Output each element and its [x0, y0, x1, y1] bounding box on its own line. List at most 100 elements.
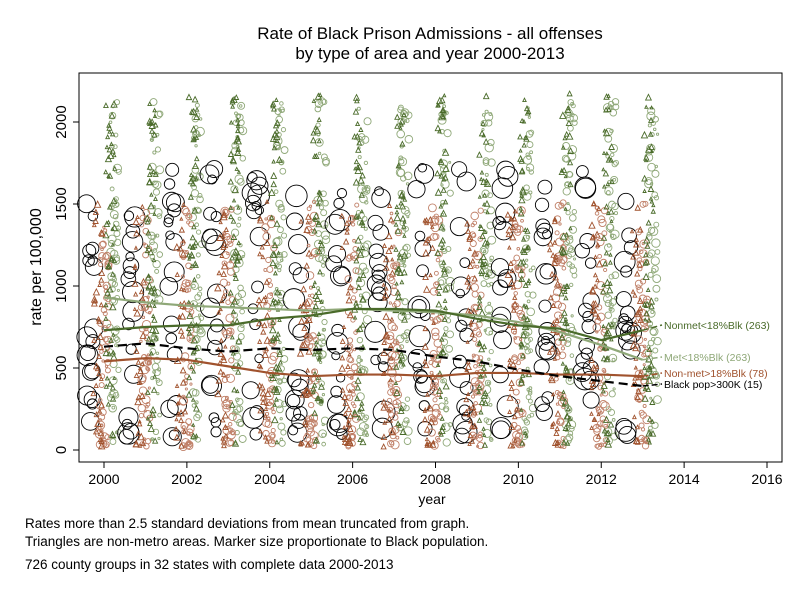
scatter-point — [490, 258, 510, 277]
scatter-point — [155, 299, 159, 303]
scatter-point — [267, 355, 277, 365]
scatter-point — [92, 427, 100, 435]
scatter-point — [634, 369, 644, 379]
scatter-point — [108, 111, 116, 119]
scatter-point — [138, 288, 145, 295]
scatter-point — [524, 315, 531, 323]
scatter-point — [600, 234, 608, 241]
scatter-point — [273, 396, 279, 402]
scatter-point — [93, 411, 100, 418]
scatter-point — [604, 440, 613, 448]
scatter-point — [107, 151, 115, 159]
scatter-point — [442, 93, 447, 98]
scatter-point — [315, 373, 322, 380]
scatter-point — [389, 211, 394, 216]
scatter-point — [560, 439, 568, 446]
scatter-point — [438, 223, 446, 231]
scatter-point — [318, 205, 324, 211]
scatter-point — [236, 405, 244, 413]
scatter-point — [155, 379, 163, 387]
scatter-point — [593, 427, 601, 435]
scatter-point — [361, 215, 368, 222]
scatter-point — [311, 368, 319, 376]
scatter-point — [185, 325, 192, 331]
scatter-point — [397, 117, 406, 126]
scatter-point — [199, 164, 220, 185]
scatter-point — [380, 433, 388, 440]
scatter-point — [561, 389, 566, 394]
scatter-point — [439, 245, 445, 251]
scatter-point — [513, 336, 518, 340]
scatter-point — [396, 253, 404, 261]
scatter-point — [106, 350, 112, 357]
scatter-point — [440, 113, 447, 120]
scatter-point — [137, 367, 144, 374]
scatter-point — [505, 225, 513, 234]
scatter-point — [608, 143, 615, 150]
scatter-point — [512, 388, 520, 396]
scatter-point — [422, 361, 430, 369]
scatter-point — [296, 349, 305, 357]
scatter-point — [191, 206, 199, 214]
scatter-point — [605, 190, 611, 196]
scatter-point — [486, 221, 495, 230]
scatter-point — [228, 119, 234, 125]
scatter-point — [529, 150, 534, 155]
scatter-point — [427, 414, 436, 422]
scatter-point — [179, 332, 186, 339]
scatter-point — [288, 262, 302, 276]
scatter-point — [397, 358, 403, 364]
scatter-point — [641, 352, 646, 358]
scatter-point — [438, 360, 442, 364]
scatter-point — [109, 141, 114, 146]
scatter-point — [107, 380, 114, 387]
scatter-point — [344, 219, 350, 226]
scatter-point — [145, 335, 152, 342]
scatter-point — [478, 129, 486, 137]
scatter-point — [269, 325, 277, 334]
scatter-point — [520, 236, 527, 242]
scatter-point — [386, 202, 393, 208]
scatter-point — [108, 204, 115, 211]
scatter-point — [215, 376, 223, 384]
scatter-point — [277, 290, 283, 296]
scatter-point — [525, 152, 530, 157]
scatter-point — [555, 420, 560, 425]
scatter-point — [185, 93, 193, 101]
scatter-point — [165, 193, 185, 213]
scatter-point — [394, 122, 401, 129]
scatter-point — [647, 439, 653, 445]
scatter-point — [274, 128, 280, 134]
scatter-point — [347, 412, 354, 419]
scatter-point — [436, 386, 444, 394]
scatter-point — [180, 255, 186, 261]
scatter-point — [198, 328, 203, 334]
scatter-point — [220, 354, 227, 361]
scatter-point — [538, 299, 552, 313]
scatter-point — [205, 235, 227, 256]
scatter-point — [434, 188, 443, 196]
scatter-point — [279, 417, 283, 421]
scatter-point — [108, 120, 113, 124]
scatter-point — [485, 210, 490, 215]
scatter-point — [634, 393, 641, 401]
scatter-point — [275, 144, 281, 151]
scatter-point — [109, 438, 117, 445]
scatter-point — [278, 106, 285, 113]
scatter-point — [322, 159, 330, 167]
scatter-point — [381, 282, 386, 287]
scatter-point — [103, 284, 109, 290]
scatter-point — [352, 347, 357, 352]
scatter-point — [399, 140, 406, 147]
scatter-point — [133, 229, 141, 237]
scatter-point — [148, 338, 156, 347]
scatter-point — [188, 213, 197, 222]
scatter-point — [431, 408, 441, 418]
scatter-point — [197, 192, 203, 199]
scatter-point — [122, 281, 145, 304]
scatter-point — [382, 295, 388, 301]
scatter-point — [527, 414, 532, 419]
scatter-point — [488, 330, 494, 336]
scatter-point — [144, 218, 151, 225]
scatter-point — [513, 406, 520, 412]
